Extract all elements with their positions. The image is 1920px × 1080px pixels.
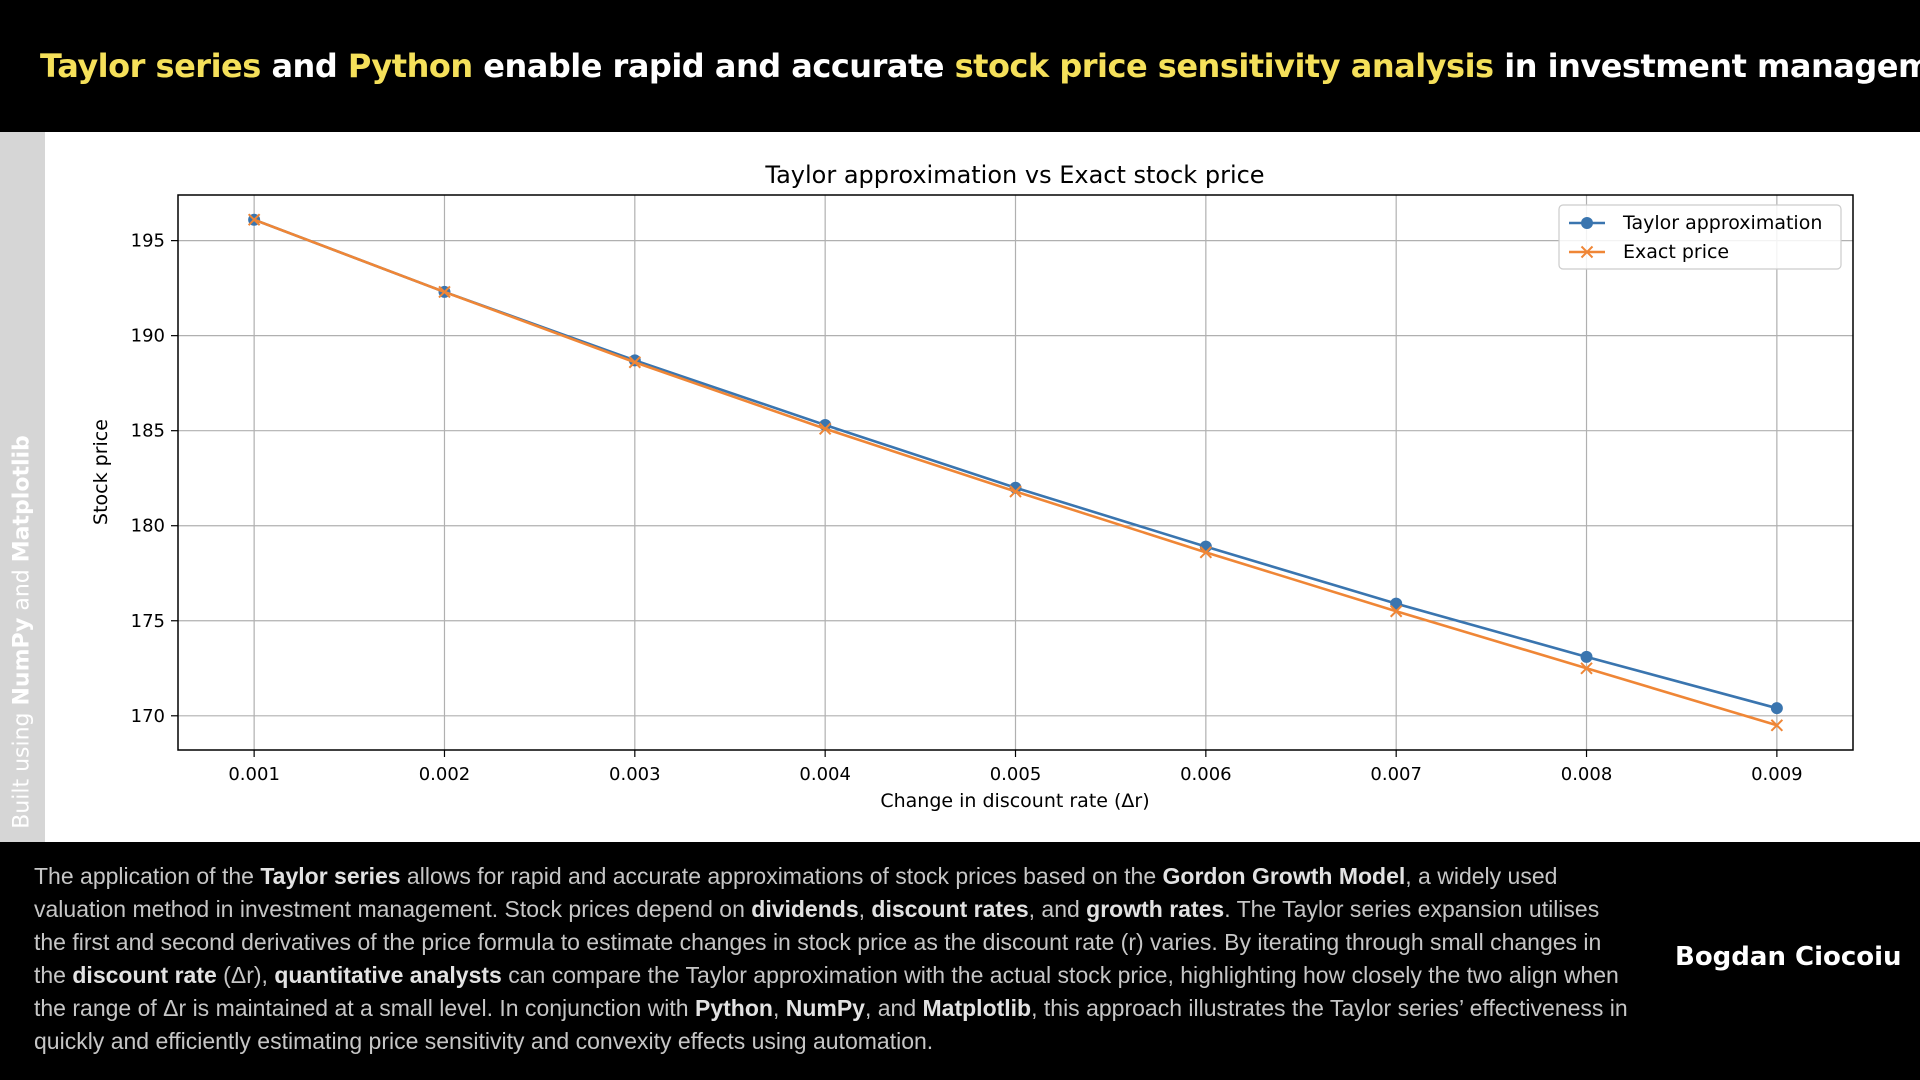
data-point (1009, 485, 1022, 498)
series-group (247, 213, 1784, 732)
headline-segment: enable rapid and accurate (472, 47, 955, 85)
description-segment: Python (694, 995, 773, 1021)
x-tick-label: 0.001 (228, 764, 280, 785)
description-segment: . The Taylor series expansion utilises t… (34, 896, 1602, 988)
x-tick-label: 0.004 (799, 764, 851, 785)
description-segment: Taylor series (260, 863, 401, 889)
data-point (1580, 650, 1593, 663)
legend-box (1558, 204, 1842, 270)
side-strip: Built using NumPy and Matplotlib (0, 132, 45, 842)
side-label-segment: and (9, 562, 35, 618)
data-point-stroke (628, 356, 642, 369)
data-point (628, 356, 642, 369)
side-label: Built using NumPy and Matplotlib (10, 435, 35, 829)
description-segment: , this approach illustrates the Taylor s… (34, 995, 1628, 1054)
description-segment: Matplotlib (922, 995, 1032, 1021)
x-tick-label: 0.008 (1561, 764, 1613, 785)
description-segment: quantitative analysts (274, 962, 502, 988)
description-segment: growth rates (1086, 896, 1225, 922)
data-point-stroke (247, 213, 261, 226)
data-point-stroke (1009, 485, 1022, 498)
y-tick-label: 195 (131, 231, 165, 252)
x-tick-label: 0.006 (1180, 764, 1232, 785)
description-segment: (Δr), (216, 962, 275, 988)
x-axis-label: Change in discount rate (Δr) (880, 790, 1149, 812)
legend-item: Exact price (1569, 241, 1729, 263)
description-segment: Gordon Growth Model (1162, 863, 1406, 889)
side-label-segment: Matplotlib (9, 435, 35, 563)
description-segment: can compare the Taylor approximation wit… (34, 962, 1619, 1021)
legend-label: Taylor approximation (1622, 212, 1822, 234)
line-chart: 0.001 0.002 0.003 0.004 0.005 0.006 0.007 0.008… (45, 132, 1920, 842)
legend-marker (1581, 217, 1593, 229)
y-axis-label: Stock price (90, 419, 112, 525)
data-point (438, 285, 451, 299)
headline-segment: Python (347, 47, 473, 85)
legend-item: Taylor approximation (1569, 212, 1822, 234)
data-point (818, 422, 832, 435)
legend-marker-stroke (1580, 245, 1594, 259)
x-tick-label: 0.007 (1370, 764, 1422, 785)
data-point-stroke (1199, 546, 1213, 559)
data-point-stroke (438, 285, 451, 299)
x-tick-label: 0.009 (1751, 764, 1803, 785)
description-segment: allows for rapid and accurate approximat… (400, 863, 1163, 889)
legend: Taylor approximation Exact price (1558, 204, 1842, 270)
header-bar: Taylor series and Python enable rapid an… (0, 0, 1920, 132)
series-exact (247, 213, 1784, 732)
description-segment: dividends (751, 896, 859, 922)
x-tick-label: 0.005 (990, 764, 1042, 785)
headline-segment: stock price sensitivity analysis (954, 47, 1494, 85)
description-segment: discount rate (72, 962, 217, 988)
x-tick-label: 0.003 (609, 764, 661, 785)
y-tick-label: 185 (131, 421, 165, 442)
data-point-stroke (1389, 605, 1403, 618)
y-tick-label: 175 (131, 611, 165, 632)
chart-panel: 0.001 0.002 0.003 0.004 0.005 0.006 0.007 0.008… (45, 132, 1920, 842)
y-tick-label: 180 (131, 516, 165, 537)
data-point (1199, 546, 1213, 559)
description-segment: , (772, 995, 786, 1021)
description-segment: The application of the (34, 863, 261, 889)
grid-lines (178, 195, 1853, 750)
data-point (1580, 662, 1593, 675)
data-point-stroke (1770, 719, 1784, 732)
data-point (1390, 597, 1403, 610)
y-tick-label: 190 (131, 326, 165, 347)
data-point-stroke (818, 422, 832, 435)
description-segment: , a widely used valuation method in inve… (34, 863, 1558, 922)
author-name: Bogdan Ciocoiu (1675, 942, 1902, 972)
description-paragraph: The application of the Taylor series all… (34, 860, 1634, 1058)
side-label-segment: Built using (9, 705, 35, 829)
axis-ticks: 0.001 0.002 0.003 0.004 0.005 0.006 0.007 0.008… (131, 231, 1803, 785)
legend-marker (1580, 245, 1594, 259)
data-point (1389, 605, 1403, 618)
data-point (1770, 702, 1783, 715)
data-point (1770, 719, 1784, 732)
headline-segment: in investment management (1504, 47, 1920, 85)
side-label-segment: NumPy (9, 617, 35, 706)
data-point (247, 213, 261, 226)
description-segment: NumPy (785, 995, 865, 1021)
description-segment: , (858, 896, 872, 922)
chart-title: Taylor approximation vs Exact stock pric… (764, 161, 1264, 189)
y-tick-label: 170 (131, 706, 165, 727)
headline-segment: and (260, 47, 348, 85)
headline-segment: Taylor series (40, 47, 261, 85)
headline: Taylor series and Python enable rapid an… (0, 47, 1920, 85)
description-segment: , and (864, 995, 923, 1021)
description-segment: discount rates (871, 896, 1029, 922)
x-tick-label: 0.002 (419, 764, 471, 785)
description-segment: , and (1028, 896, 1087, 922)
legend-label: Exact price (1623, 241, 1729, 263)
data-point-stroke (1580, 662, 1593, 675)
